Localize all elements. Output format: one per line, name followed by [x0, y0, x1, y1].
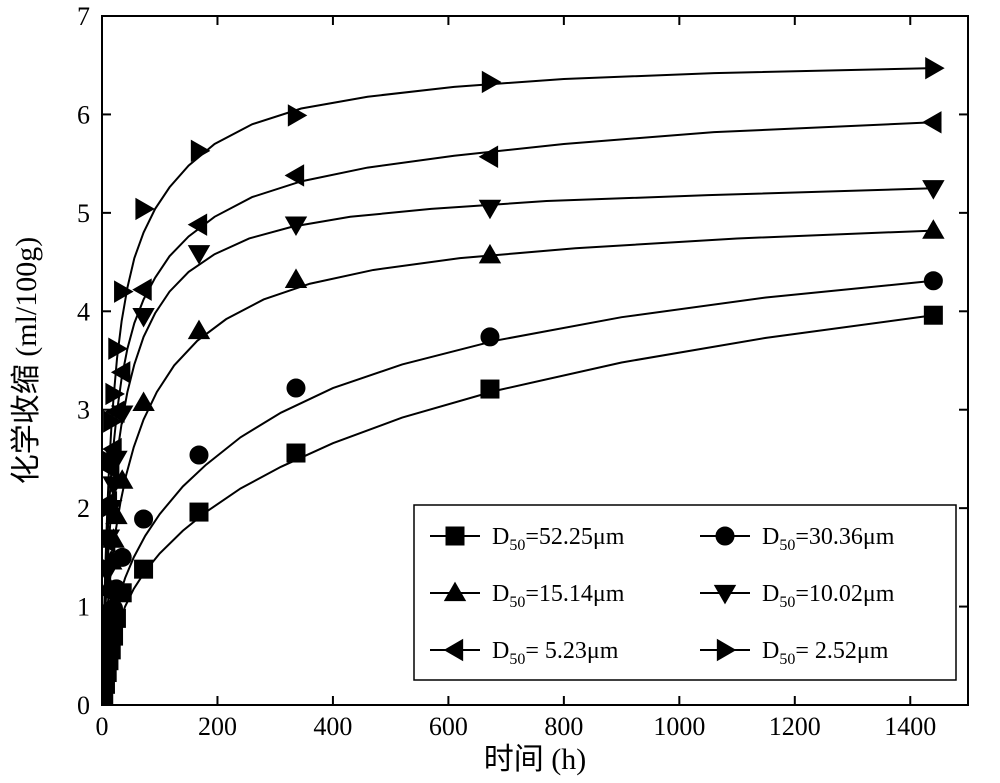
y-tick-label: 2 — [77, 494, 90, 523]
data-marker — [190, 503, 208, 521]
y-tick-label: 7 — [77, 2, 90, 31]
x-tick-label: 200 — [198, 712, 237, 741]
x-tick-label: 400 — [313, 712, 352, 741]
y-tick-label: 1 — [77, 593, 90, 622]
y-tick-label: 4 — [77, 297, 90, 326]
y-tick-label: 5 — [77, 199, 90, 228]
data-marker — [924, 272, 942, 290]
y-axis-label: 化学收缩 (ml/100g) — [10, 237, 43, 485]
data-marker — [481, 328, 499, 346]
y-tick-label: 0 — [77, 691, 90, 720]
x-axis-label: 时间 (h) — [484, 743, 586, 776]
data-marker — [716, 527, 734, 545]
data-marker — [135, 510, 153, 528]
y-tick-label: 6 — [77, 100, 90, 129]
data-marker — [287, 444, 305, 462]
x-tick-label: 1200 — [769, 712, 821, 741]
data-marker — [135, 560, 153, 578]
x-tick-label: 1000 — [653, 712, 705, 741]
data-marker — [924, 306, 942, 324]
data-marker — [287, 379, 305, 397]
data-marker — [190, 446, 208, 464]
chemical-shrinkage-chart: 0 200 400 600 800 1000 1200 1400 0 1 2 3 4 5 6 7 时间 (h) 化… — [0, 0, 1000, 778]
data-marker — [446, 527, 464, 545]
data-marker — [481, 380, 499, 398]
x-tick-label: 1400 — [884, 712, 936, 741]
x-tick-label: 600 — [429, 712, 468, 741]
x-tick-label: 800 — [544, 712, 583, 741]
x-tick-label: 0 — [96, 712, 109, 741]
y-tick-label: 3 — [77, 396, 90, 425]
